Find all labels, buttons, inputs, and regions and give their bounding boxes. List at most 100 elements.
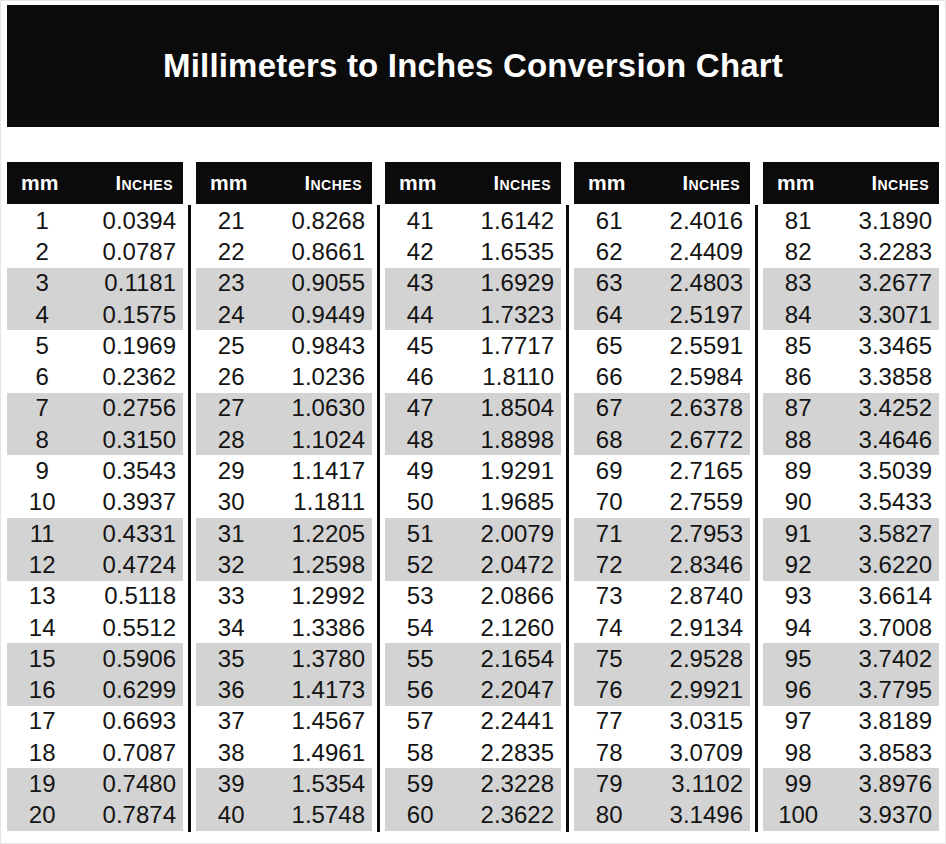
mm-cell: 78 — [574, 739, 644, 767]
conversion-table-5: mm Inches 813.1890823.2283833.2677843.30… — [763, 162, 939, 831]
inches-cell: 0.2756 — [77, 394, 183, 422]
mm-cell: 58 — [385, 739, 455, 767]
mm-cell: 83 — [763, 269, 833, 297]
mm-cell: 73 — [574, 582, 644, 610]
table-row: 532.0866 — [385, 581, 561, 612]
mm-cell: 47 — [385, 394, 455, 422]
table-row: 271.0630 — [196, 393, 372, 424]
mm-header-label: mm — [588, 171, 625, 195]
table-row: 321.2598 — [196, 549, 372, 580]
mm-cell: 72 — [574, 551, 644, 579]
mm-cell: 39 — [196, 770, 266, 798]
mm-cell: 63 — [574, 269, 644, 297]
table-row: 501.9685 — [385, 487, 561, 518]
inches-cell: 1.2992 — [266, 582, 372, 610]
inches-cell: 0.8268 — [266, 207, 372, 235]
inches-cell: 3.9370 — [833, 801, 939, 829]
table-row: 933.6614 — [763, 581, 939, 612]
inches-cell: 1.9291 — [455, 457, 561, 485]
table-row: 200.7874 — [7, 800, 183, 831]
inches-cell: 1.4567 — [266, 707, 372, 735]
inches-cell: 3.5827 — [833, 520, 939, 548]
mm-cell: 66 — [574, 363, 644, 391]
inches-cell: 3.7008 — [833, 614, 939, 642]
mm-cell: 64 — [574, 301, 644, 329]
mm-cell: 55 — [385, 645, 455, 673]
table-row: 672.6378 — [574, 393, 750, 424]
table-row: 893.5039 — [763, 455, 939, 486]
table-row: 70.2756 — [7, 393, 183, 424]
mm-cell: 89 — [763, 457, 833, 485]
mm-cell: 87 — [763, 394, 833, 422]
mm-cell: 86 — [763, 363, 833, 391]
mm-cell: 40 — [196, 801, 266, 829]
table-row: 120.4724 — [7, 549, 183, 580]
table-body: 10.039420.078730.118140.157550.196960.23… — [7, 205, 183, 831]
mm-cell: 21 — [196, 207, 266, 235]
mm-cell: 46 — [385, 363, 455, 391]
inches-cell: 2.0866 — [455, 582, 561, 610]
inches-cell: 3.8583 — [833, 739, 939, 767]
mm-cell: 62 — [574, 238, 644, 266]
mm-cell: 57 — [385, 707, 455, 735]
mm-cell: 54 — [385, 614, 455, 642]
table-row: 30.1181 — [7, 268, 183, 299]
mm-cell: 75 — [574, 645, 644, 673]
mm-cell: 99 — [763, 770, 833, 798]
mm-cell: 44 — [385, 301, 455, 329]
table-row: 592.3228 — [385, 768, 561, 799]
mm-header-label: mm — [21, 171, 58, 195]
inches-cell: 1.8898 — [455, 426, 561, 454]
mm-cell: 95 — [763, 645, 833, 673]
inches-cell: 0.0394 — [77, 207, 183, 235]
table-divider — [566, 205, 569, 832]
table-row: 662.5984 — [574, 361, 750, 392]
table-row: 351.3780 — [196, 643, 372, 674]
table-row: 391.5354 — [196, 768, 372, 799]
mm-cell: 82 — [763, 238, 833, 266]
inches-cell: 3.0315 — [644, 707, 750, 735]
inches-cell: 3.3071 — [833, 301, 939, 329]
inches-cell: 3.3465 — [833, 332, 939, 360]
table-row: 180.7087 — [7, 737, 183, 768]
inches-cell: 1.4961 — [266, 739, 372, 767]
table-row: 170.6693 — [7, 706, 183, 737]
inches-cell: 0.8661 — [266, 238, 372, 266]
conversion-table-4: mm Inches 612.4016622.4409632.4803642.51… — [574, 162, 750, 831]
mm-cell: 52 — [385, 551, 455, 579]
mm-cell: 29 — [196, 457, 266, 485]
inches-cell: 0.9449 — [266, 301, 372, 329]
table-row: 461.8110 — [385, 361, 561, 392]
inches-cell: 3.5433 — [833, 488, 939, 516]
inches-cell: 3.6614 — [833, 582, 939, 610]
inches-cell: 0.7087 — [77, 739, 183, 767]
mm-cell: 34 — [196, 614, 266, 642]
table-row: 823.2283 — [763, 236, 939, 267]
table-row: 542.1260 — [385, 612, 561, 643]
mm-cell: 69 — [574, 457, 644, 485]
table-row: 10.0394 — [7, 205, 183, 236]
table-row: 371.4567 — [196, 706, 372, 737]
mm-cell: 5 — [7, 332, 77, 360]
inches-cell: 3.5039 — [833, 457, 939, 485]
table-row: 953.7402 — [763, 643, 939, 674]
mm-cell: 61 — [574, 207, 644, 235]
table-row: 632.4803 — [574, 268, 750, 299]
mm-cell: 45 — [385, 332, 455, 360]
mm-cell: 100 — [763, 801, 833, 829]
inches-cell: 0.1575 — [77, 301, 183, 329]
table-row: 622.4409 — [574, 236, 750, 267]
mm-cell: 27 — [196, 394, 266, 422]
table-row: 90.3543 — [7, 455, 183, 486]
inches-cell: 0.0787 — [77, 238, 183, 266]
inches-header-label: Inches — [682, 172, 740, 195]
inches-cell: 1.1811 — [266, 488, 372, 516]
table-row: 883.4646 — [763, 424, 939, 455]
inches-cell: 1.3780 — [266, 645, 372, 673]
table-body: 813.1890823.2283833.2677843.3071853.3465… — [763, 205, 939, 831]
inches-cell: 0.3150 — [77, 426, 183, 454]
mm-cell: 56 — [385, 676, 455, 704]
inches-cell: 2.2441 — [455, 707, 561, 735]
inches-cell: 0.7480 — [77, 770, 183, 798]
mm-cell: 7 — [7, 394, 77, 422]
